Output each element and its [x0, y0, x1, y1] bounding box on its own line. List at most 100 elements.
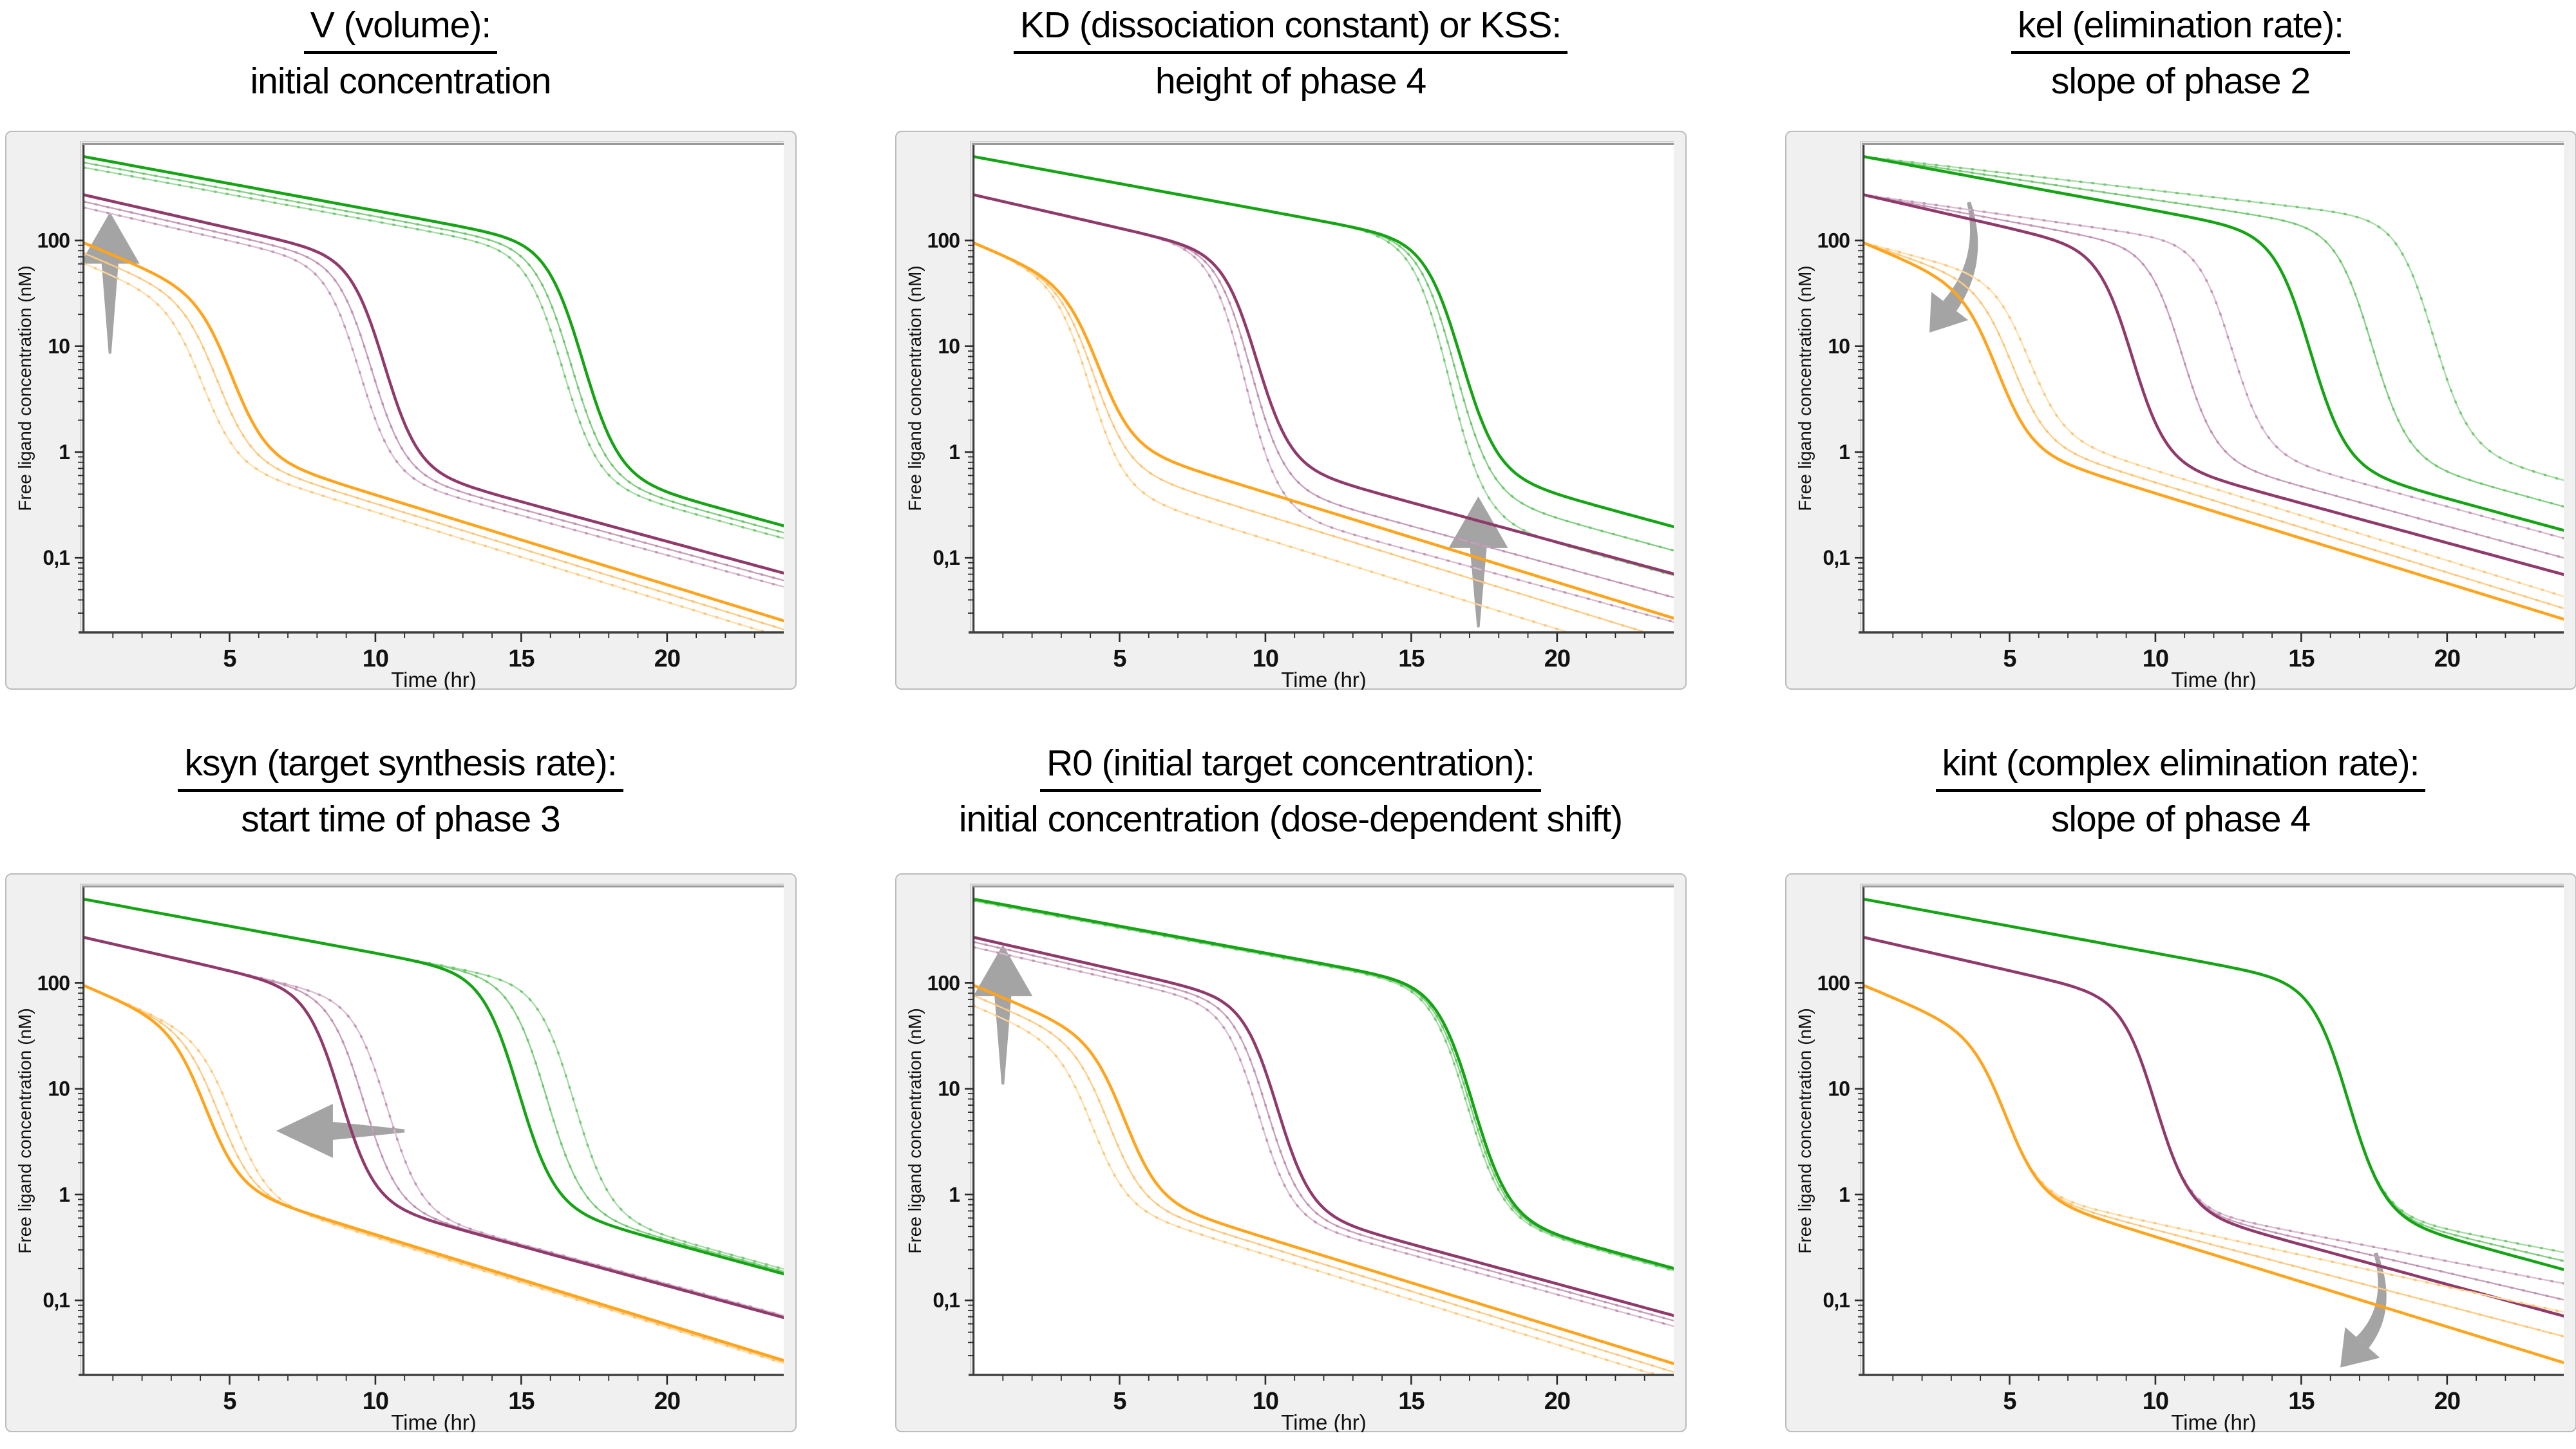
- arrow-layer: [1929, 202, 1978, 333]
- curves-layer: [1864, 155, 2564, 621]
- curve-purple-solid: [84, 193, 784, 575]
- plot-groove: [972, 886, 1674, 1374]
- curve-orange-light1-dots: [974, 242, 1643, 632]
- y-axis-label: Free ligand concentration (nM): [905, 1008, 925, 1253]
- y-tick-label: 10: [1828, 335, 1850, 358]
- axes-layer: 5 10 15 20 100 10 1 0,1 Time (hr) Free ligand con…: [15, 145, 784, 690]
- curve-orange-light1: [84, 252, 784, 630]
- y-tick-label: 0,1: [933, 1289, 960, 1312]
- axes-layer: 5 10 15 20 100 10 1 0,1 Time (hr) Free ligand con…: [15, 887, 784, 1432]
- curve-purple-light2-dots: [974, 946, 1674, 1328]
- curve-green-light1: [84, 162, 784, 534]
- y-tick-label: 10: [938, 1077, 960, 1101]
- x-tick-label: 15: [508, 1388, 535, 1415]
- panel-title-r0: R0 (initial target concentration): initi…: [846, 739, 1735, 846]
- trend-arrow-head: [2340, 1327, 2380, 1368]
- y-axis-label: Free ligand concentration (nM): [15, 265, 35, 511]
- trend-arrow: [1448, 496, 1508, 628]
- x-tick-label: 5: [2003, 1388, 2016, 1415]
- y-tick-label: 1: [949, 1183, 960, 1206]
- x-tick-label: 15: [508, 645, 535, 672]
- curves-layer: [84, 897, 784, 1365]
- curves-layer: [1864, 897, 2564, 1365]
- y-tick-label: 10: [1828, 1077, 1850, 1101]
- curves-layer: [974, 897, 1674, 1374]
- curve-green-light2: [974, 900, 1674, 1272]
- y-tick-label: 0,1: [933, 546, 960, 569]
- trend-arrow-head: [1929, 292, 1969, 333]
- x-tick-label: 20: [1544, 1388, 1570, 1415]
- x-tick-label: 5: [2003, 645, 2016, 672]
- curve-green-solid: [974, 897, 1674, 1270]
- chart-svg: 5 10 15 20 100 10 1 0,1 Time (hr) Free ligand con…: [5, 131, 797, 690]
- panel-title-line2: initial concentration (dose-dependent sh…: [958, 799, 1623, 840]
- x-tick-label: 10: [2143, 645, 2168, 672]
- panel-title-kel: kel (elimination rate): slope of phase 2: [1736, 1, 2576, 108]
- arrow-layer: [276, 1104, 405, 1158]
- curve-orange-light2: [84, 984, 784, 1365]
- x-axis-label: Time (hr): [391, 1410, 477, 1432]
- panel-title-v: V (volume): initial concentration: [0, 1, 845, 108]
- plot-area: [1864, 887, 2564, 1376]
- curve-green-light1-dots: [1864, 155, 2564, 508]
- y-tick-label: 100: [1817, 229, 1850, 252]
- curve-orange-solid: [1864, 983, 2564, 1365]
- x-axis-label: Time (hr): [1281, 1410, 1367, 1432]
- y-tick-label: 10: [48, 1077, 70, 1101]
- x-tick-label: 10: [363, 1388, 388, 1415]
- y-tick-label: 0,1: [43, 546, 70, 569]
- y-tick-label: 1: [949, 440, 960, 464]
- curve-green-light2: [84, 166, 784, 540]
- panel-title-line2: height of phase 4: [1155, 61, 1426, 102]
- trend-arrow-body: [1943, 202, 1978, 312]
- chart-svg: 5 10 15 20 100 10 1 0,1 Time (hr) Free ligand con…: [1785, 873, 2576, 1432]
- curve-orange-light2: [84, 262, 764, 632]
- y-tick-label: 10: [48, 335, 70, 358]
- x-axis-label: Time (hr): [391, 668, 477, 690]
- curve-purple-solid: [974, 193, 1674, 576]
- chart-kint: 5 10 15 20 100 10 1 0,1 Time (hr) Free ligand con…: [1785, 873, 2576, 1432]
- y-tick-label: 10: [938, 335, 960, 358]
- panel-title-line1: KD (dissociation constant) or KSS:: [1013, 1, 1568, 54]
- chart-kel: 5 10 15 20 100 10 1 0,1 Time (hr) Free ligand con…: [1785, 131, 2576, 690]
- y-axis-label: Free ligand concentration (nM): [15, 1008, 35, 1253]
- panel-title-line1: kint (complex elimination rate):: [1935, 739, 2426, 792]
- curve-orange-solid: [974, 983, 1674, 1365]
- panel-title-kd: KD (dissociation constant) or KSS: heigh…: [846, 1, 1735, 108]
- curve-purple-light2-dots: [84, 206, 784, 589]
- y-tick-label: 0,1: [43, 1289, 70, 1312]
- chart-r0: 5 10 15 20 100 10 1 0,1 Time (hr) Free ligand con…: [895, 873, 1687, 1432]
- x-tick-label: 15: [2288, 645, 2315, 672]
- plot-groove: [82, 886, 784, 1374]
- trend-arrow-body: [2356, 1252, 2387, 1349]
- curve-green-light2-dots: [1864, 155, 2564, 482]
- x-tick-label: 10: [1253, 645, 1278, 672]
- x-tick-label: 20: [654, 645, 680, 672]
- chart-svg: 5 10 15 20 100 10 1 0,1 Time (hr) Free ligand con…: [5, 873, 797, 1432]
- y-tick-label: 1: [1839, 1183, 1850, 1206]
- x-tick-label: 10: [363, 645, 388, 672]
- panel-title-ksyn: ksyn (target synthesis rate): start time…: [0, 739, 845, 846]
- panel-title-line2: slope of phase 4: [2050, 799, 2311, 840]
- y-tick-label: 100: [927, 229, 960, 252]
- axes-layer: 5 10 15 20 100 10 1 0,1 Time (hr) Free ligand con…: [1795, 887, 2564, 1432]
- curve-orange-light1: [974, 994, 1674, 1373]
- x-tick-label: 20: [2434, 1388, 2460, 1415]
- x-axis-label: Time (hr): [1281, 668, 1367, 690]
- y-tick-label: 1: [59, 1183, 70, 1206]
- x-tick-label: 20: [2434, 645, 2460, 672]
- x-tick-label: 10: [1253, 1388, 1278, 1415]
- plot-area: [84, 887, 784, 1376]
- panel-title-line1: ksyn (target synthesis rate):: [178, 739, 623, 792]
- x-tick-label: 10: [2143, 1388, 2168, 1415]
- x-tick-label: 20: [1544, 645, 1570, 672]
- plot-area: [84, 145, 784, 633]
- chart-svg: 5 10 15 20 100 10 1 0,1 Time (hr) Free ligand con…: [895, 131, 1687, 690]
- curve-orange-solid: [1864, 241, 2564, 621]
- curve-purple-solid: [974, 936, 1674, 1318]
- curve-orange-light1-dots: [1864, 242, 2564, 610]
- x-tick-label: 5: [1113, 1388, 1126, 1415]
- curve-purple-solid: [1864, 193, 2564, 576]
- x-tick-label: 5: [223, 645, 236, 672]
- curve-purple-light1: [1864, 194, 2564, 559]
